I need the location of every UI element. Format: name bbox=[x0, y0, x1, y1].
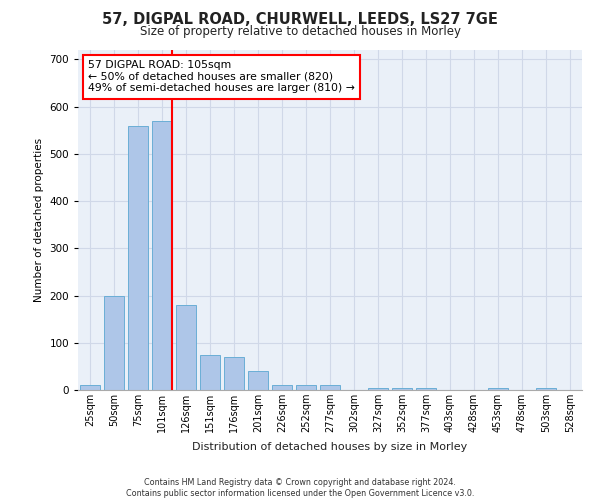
Text: 57, DIGPAL ROAD, CHURWELL, LEEDS, LS27 7GE: 57, DIGPAL ROAD, CHURWELL, LEEDS, LS27 7… bbox=[102, 12, 498, 28]
Bar bbox=[536, 388, 556, 390]
Text: Contains HM Land Registry data © Crown copyright and database right 2024.
Contai: Contains HM Land Registry data © Crown c… bbox=[126, 478, 474, 498]
Bar bbox=[392, 388, 412, 390]
Bar bbox=[296, 386, 316, 390]
Bar bbox=[320, 386, 340, 390]
Text: Size of property relative to detached houses in Morley: Size of property relative to detached ho… bbox=[139, 25, 461, 38]
Bar bbox=[416, 388, 436, 390]
Bar bbox=[248, 371, 268, 390]
Bar bbox=[200, 354, 220, 390]
Text: 57 DIGPAL ROAD: 105sqm
← 50% of detached houses are smaller (820)
49% of semi-de: 57 DIGPAL ROAD: 105sqm ← 50% of detached… bbox=[88, 60, 355, 94]
Bar bbox=[368, 388, 388, 390]
Bar bbox=[176, 305, 196, 390]
Y-axis label: Number of detached properties: Number of detached properties bbox=[34, 138, 44, 302]
Bar bbox=[272, 386, 292, 390]
Bar bbox=[224, 357, 244, 390]
Bar bbox=[488, 388, 508, 390]
Bar bbox=[80, 386, 100, 390]
Text: Distribution of detached houses by size in Morley: Distribution of detached houses by size … bbox=[193, 442, 467, 452]
Bar bbox=[104, 296, 124, 390]
Bar bbox=[128, 126, 148, 390]
Bar bbox=[152, 121, 172, 390]
